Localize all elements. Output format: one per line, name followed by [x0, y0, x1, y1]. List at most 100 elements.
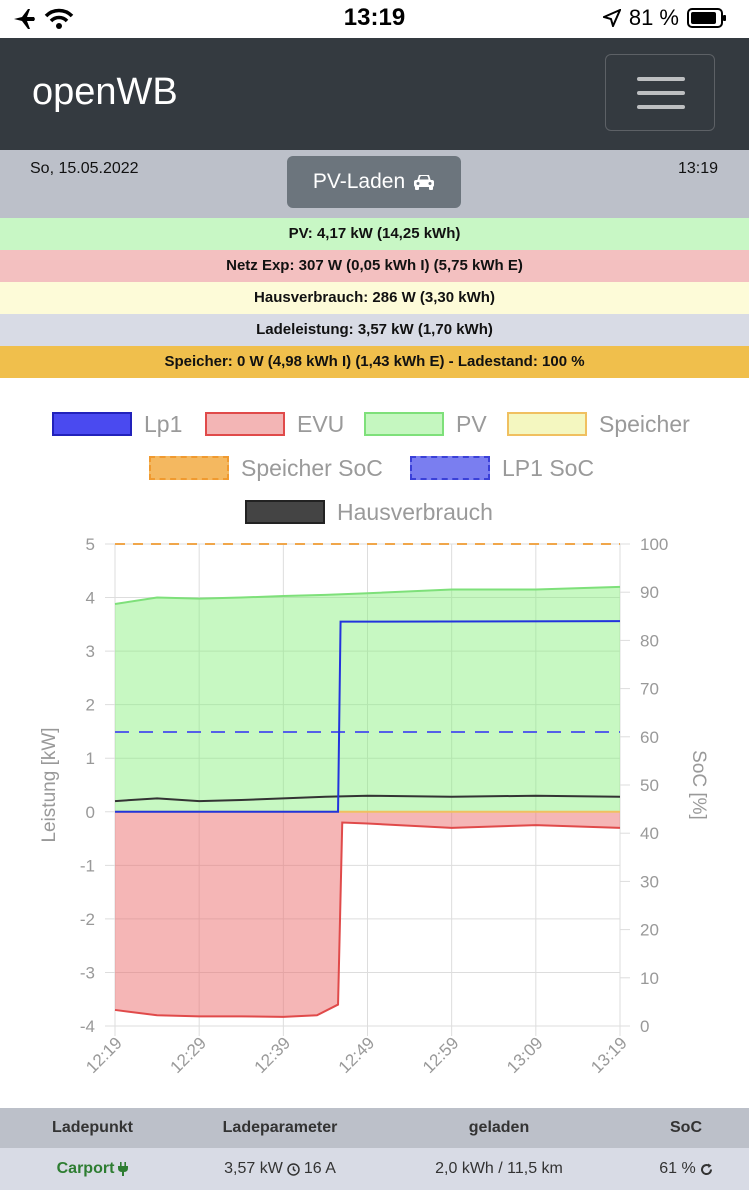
- y-right-tick-label: 20: [640, 921, 659, 940]
- legend-label: Hausverbrauch: [337, 498, 493, 525]
- power-chart: 543210-1-2-3-4100908070605040302010012:1…: [39, 535, 709, 1077]
- y-tick-label: 0: [86, 803, 95, 822]
- y-right-tick-label: 10: [640, 969, 659, 988]
- x-tick-label: 12:19: [82, 1033, 126, 1077]
- y-right-tick-label: 0: [640, 1017, 649, 1036]
- x-tick-label: 12:49: [335, 1033, 379, 1077]
- y-tick-label: -4: [80, 1017, 95, 1036]
- chargepoint-name[interactable]: Carport: [0, 1148, 185, 1190]
- legend-swatch: [149, 456, 229, 480]
- date-label: So, 15.05.2022: [30, 160, 139, 177]
- pv-area: [115, 586, 620, 812]
- soc-value[interactable]: 61 %: [623, 1148, 749, 1190]
- evu-line: [114, 821, 621, 1018]
- charge-summary-text: Ladeleistung: 3,57 kW (1,70 kWh): [256, 321, 493, 338]
- brand-logo[interactable]: openWB: [32, 71, 178, 113]
- grid-summary-row: Netz Exp: 307 W (0,05 kWh I) (5,75 kWh E…: [0, 250, 749, 282]
- battery-percent: 81 %: [628, 5, 679, 30]
- legend-evu[interactable]: EVU: [205, 411, 344, 437]
- charge-parameters: 3,57 kW 16 A: [185, 1148, 375, 1190]
- legend-swatch: [205, 412, 285, 436]
- y-right-tick-label: 50: [640, 776, 659, 795]
- table-header: Ladepunkt Ladeparameter geladen SoC: [0, 1108, 749, 1148]
- x-tick-label: 12:29: [166, 1033, 210, 1077]
- status-time: 13:19: [343, 4, 406, 31]
- col-header-ladeparameter: Ladeparameter: [222, 1119, 338, 1136]
- y-tick-label: 3: [86, 642, 95, 661]
- legend-swatch: [507, 412, 587, 436]
- legend-hausverbrauch[interactable]: Hausverbrauch: [245, 499, 493, 525]
- chargepoint-table: Ladepunkt Ladeparameter geladen SoC Carp…: [0, 1108, 749, 1190]
- charge-mode-label: PV-Laden: [312, 170, 406, 193]
- charge-summary-row: Ladeleistung: 3,57 kW (1,70 kWh): [0, 314, 749, 346]
- x-tick-label: 12:59: [419, 1033, 463, 1077]
- y-right-tick-label: 60: [640, 728, 659, 747]
- x-tick-label: 13:19: [587, 1033, 631, 1077]
- charge-mode-button[interactable]: PV-Laden: [287, 156, 461, 208]
- y-right-tick-label: 70: [640, 680, 659, 699]
- x-tick-label: 12:39: [251, 1033, 295, 1077]
- legend-swatch: [245, 500, 325, 524]
- y-tick-label: 1: [86, 749, 95, 768]
- charged-energy: 2,0 kWh / 11,5 km: [435, 1160, 563, 1177]
- legend-lp1-soc[interactable]: LP1 SoC: [410, 455, 594, 481]
- chart-areas: [115, 586, 620, 1017]
- location-arrow-icon: [602, 9, 621, 27]
- house-summary-row: Hausverbrauch: 286 W (3,30 kWh): [0, 282, 749, 314]
- legend-label: EVU: [297, 410, 345, 437]
- ios-status-bar: 13:19 81 %: [0, 0, 749, 38]
- refresh-icon[interactable]: [700, 1163, 713, 1176]
- wifi-icon: [44, 8, 74, 29]
- y-right-tick-label: 80: [640, 631, 659, 650]
- hamburger-line: [637, 91, 685, 95]
- legend-speicher-soc[interactable]: Speicher SoC: [149, 455, 383, 481]
- pv-line: [114, 585, 621, 605]
- y-right-tick-label: 40: [640, 824, 659, 843]
- menu-toggle-button[interactable]: [605, 54, 715, 131]
- hamburger-line: [637, 105, 685, 109]
- hausverbrauch-line: [114, 794, 621, 803]
- lp1-line: [115, 620, 621, 813]
- legend-swatch: [52, 412, 132, 436]
- col-header-ladepunkt: Ladepunkt: [52, 1119, 133, 1136]
- legend-label: LP1 SoC: [502, 454, 595, 481]
- clock-icon: [287, 1162, 300, 1176]
- pv-summary-text: PV: 4,17 kW (14,25 kWh): [288, 225, 461, 242]
- legend-label: Lp1: [144, 410, 183, 437]
- legend-label: Speicher: [599, 410, 690, 437]
- legend-pv[interactable]: PV: [364, 411, 487, 437]
- y-right-tick-label: 100: [640, 535, 668, 554]
- storage-summary-text: Speicher: 0 W (4,98 kWh I) (1,43 kWh E) …: [164, 353, 585, 370]
- charge-power: 3,57 kW: [224, 1160, 283, 1177]
- legend-swatch: [364, 412, 444, 436]
- legend-label: PV: [456, 410, 487, 437]
- legend-label: Speicher SoC: [241, 454, 383, 481]
- col-header-soc: SoC: [670, 1119, 702, 1136]
- navbar: openWB: [0, 38, 749, 150]
- chart-lines: [114, 543, 621, 1018]
- y-right-tick-label: 30: [640, 872, 659, 891]
- house-summary-text: Hausverbrauch: 286 W (3,30 kWh): [254, 289, 495, 306]
- chargepoint-label: Carport: [56, 1160, 115, 1177]
- battery-icon: [687, 8, 726, 28]
- airplane-icon: [14, 9, 35, 29]
- y-tick-label: 5: [86, 535, 95, 554]
- x-tick-label: 13:09: [503, 1033, 547, 1077]
- y-tick-label: 2: [86, 696, 95, 715]
- y-tick-label: -3: [80, 963, 95, 982]
- legend-lp1[interactable]: Lp1: [52, 411, 182, 437]
- col-header-geladen: geladen: [468, 1119, 530, 1136]
- charge-current: 16 A: [303, 1160, 336, 1177]
- y-tick-label: -1: [80, 856, 95, 875]
- car-icon: [414, 175, 435, 190]
- storage-summary-row: Speicher: 0 W (4,98 kWh I) (1,43 kWh E) …: [0, 346, 749, 378]
- grid-summary-text: Netz Exp: 307 W (0,05 kWh I) (5,75 kWh E…: [226, 257, 523, 274]
- hamburger-line: [637, 77, 685, 81]
- legend-speicher[interactable]: Speicher: [507, 411, 690, 437]
- pv-summary-row: PV: 4,17 kW (14,25 kWh): [0, 218, 749, 250]
- plug-icon: [118, 1162, 129, 1176]
- table-row: Carport 3,57 kW 16 A 2,0 kWh / 11,5 km 6…: [0, 1148, 749, 1190]
- time-label: 13:19: [677, 160, 718, 177]
- y-right-tick-label: 90: [640, 583, 659, 602]
- y-right-axis-title: SoC [%]: [688, 750, 709, 820]
